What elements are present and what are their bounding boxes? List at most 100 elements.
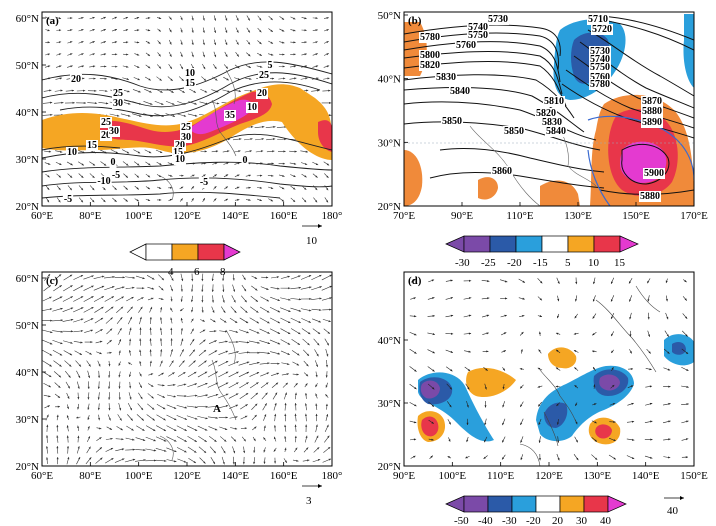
cbar-d-tick-3: -30: [502, 515, 517, 526]
contour-label: 5800: [420, 50, 440, 61]
contour-label: 0: [111, 157, 116, 168]
lon-label: 110°E: [487, 470, 514, 482]
lat-axis-b: 50°N 40°N 30°N 20°N: [378, 10, 408, 213]
contour-label: 5860: [492, 166, 512, 177]
contour-label: 5750: [468, 30, 488, 41]
contour-label: 5710: [588, 14, 608, 25]
contour-label: 30: [181, 132, 191, 143]
lon-axis-c: 60°E 80°E 100°E 120°E 140°E 160°E 180°: [31, 462, 343, 482]
contour-label: -5: [112, 170, 120, 181]
lat-label: 60°N: [16, 13, 39, 25]
contour-label: 5760: [590, 72, 610, 83]
contour-label: 5720: [592, 24, 612, 35]
cbar-b-tick-2: -25: [481, 257, 496, 269]
contour-label: 5760: [456, 40, 476, 51]
cbar-d-tick-2: -40: [478, 515, 493, 526]
contour-label: 5870: [642, 96, 662, 107]
contour-label: 5780: [420, 32, 440, 43]
lat-label: 20°N: [378, 461, 401, 473]
cbar-b-tick-1: -30: [455, 257, 470, 269]
coastline-d: [519, 285, 661, 466]
lon-label: 180°: [322, 470, 343, 482]
lon-label: 120°E: [535, 470, 563, 482]
lon-axis-a: 60°E 80°E 100°E 120°E 140°E 160°E 180°: [31, 202, 342, 222]
reference-vector-d: 40: [664, 496, 684, 517]
panel-b: (b) 573057405750576057805800582058305840…: [378, 10, 708, 269]
contour-label: 30: [113, 98, 123, 109]
contour-label: 5850: [504, 126, 524, 137]
panel-a-tag: (a): [46, 15, 59, 27]
cbar-d-tick-1: -50: [454, 515, 469, 526]
contour-label: 20: [101, 130, 111, 141]
contour-label: 20: [71, 74, 81, 85]
contour-5860-blue: [587, 115, 694, 206]
anomaly-orange-wc: [466, 367, 516, 398]
lat-axis-c: 60°N 50°N 40°N 30°N 20°N: [16, 273, 46, 473]
cbar-b-tick-6: 10: [588, 257, 600, 269]
lat-label: 20°N: [16, 461, 39, 473]
point-a-label: A: [213, 403, 221, 415]
anomaly-orange-north: [548, 347, 577, 369]
lon-label: 90°E: [451, 210, 473, 222]
lat-label: 40°N: [378, 335, 401, 347]
contour-label: 5730: [488, 14, 508, 25]
contour-label: 5750: [590, 62, 610, 73]
lon-label: 150°E: [680, 470, 708, 482]
wind-vectors-c: [42, 273, 332, 465]
anomaly-red-se: [595, 424, 612, 439]
wind-vectors-d: [409, 277, 689, 461]
lat-label: 30°N: [378, 398, 401, 410]
cbar-d-tick-4: -20: [526, 515, 541, 526]
contour-label: 10: [185, 68, 195, 79]
contour-label: 10: [247, 102, 257, 113]
contour-label: 5820: [536, 108, 556, 119]
lat-label: 50°N: [16, 320, 39, 332]
lon-label: 80°E: [79, 470, 101, 482]
lon-label: 130°E: [564, 210, 592, 222]
contour-label: 20: [257, 88, 267, 99]
anomaly-red-sw: [421, 416, 439, 437]
lon-label: 70°E: [393, 210, 415, 222]
lat-label: 50°N: [16, 60, 39, 72]
contour-label: 5730: [590, 46, 610, 57]
lon-label: 90°E: [393, 470, 415, 482]
anomaly-orange-south: [540, 180, 580, 206]
contour-label: 35: [225, 110, 235, 121]
cbar-d-tick-5: 20: [552, 515, 564, 526]
lon-label: 60°E: [31, 470, 53, 482]
contour-label: 15: [173, 147, 183, 158]
cbar-b-tick-5: 5: [565, 257, 571, 269]
contour-label: 5830: [436, 72, 456, 83]
lon-label: 170°E: [680, 210, 708, 222]
lon-label: 130°E: [584, 470, 612, 482]
lat-label: 50°N: [378, 10, 401, 22]
cbar-b-tick-3: -20: [507, 257, 522, 269]
cbar-d-tick-6: 30: [576, 515, 588, 526]
contour-label: 5880: [640, 191, 660, 202]
contour-label: 30: [109, 126, 119, 137]
contour-label: 5780: [590, 79, 610, 90]
lon-label: 160°E: [270, 470, 298, 482]
lat-label: 30°N: [16, 154, 39, 166]
contour-label: 10: [175, 154, 185, 165]
colorbar-d: -50 -40 -30 -20 20 30 40: [445, 495, 627, 526]
lon-axis-b: 70°E 90°E 110°E 130°E 150°E 170°E: [393, 202, 708, 222]
anomaly-orange-mid: [478, 177, 498, 200]
lat-label: 40°N: [16, 367, 39, 379]
contour-label: 20: [175, 140, 185, 151]
contour-label: 5810: [544, 96, 564, 107]
anomaly-orange-southwest: [404, 150, 423, 206]
lon-label: 100°E: [439, 470, 467, 482]
ref-vector-d-label: 40: [667, 505, 679, 517]
coastline-a: [159, 69, 237, 201]
contour-label: 5840: [450, 86, 470, 97]
lat-label: 40°N: [378, 74, 401, 86]
lon-axis-d: 90°E 100°E 110°E 120°E 130°E 140°E 150°E: [393, 462, 708, 482]
contour-label: 25: [259, 70, 269, 81]
cbar-d-tick-7: 40: [600, 515, 612, 526]
lon-label: 160°E: [270, 210, 298, 222]
colorbar-a: 4 6 8: [129, 243, 241, 278]
colorbar-b: -30 -25 -20 -15 5 10 15: [445, 235, 639, 269]
contour-label: -5: [64, 194, 72, 205]
